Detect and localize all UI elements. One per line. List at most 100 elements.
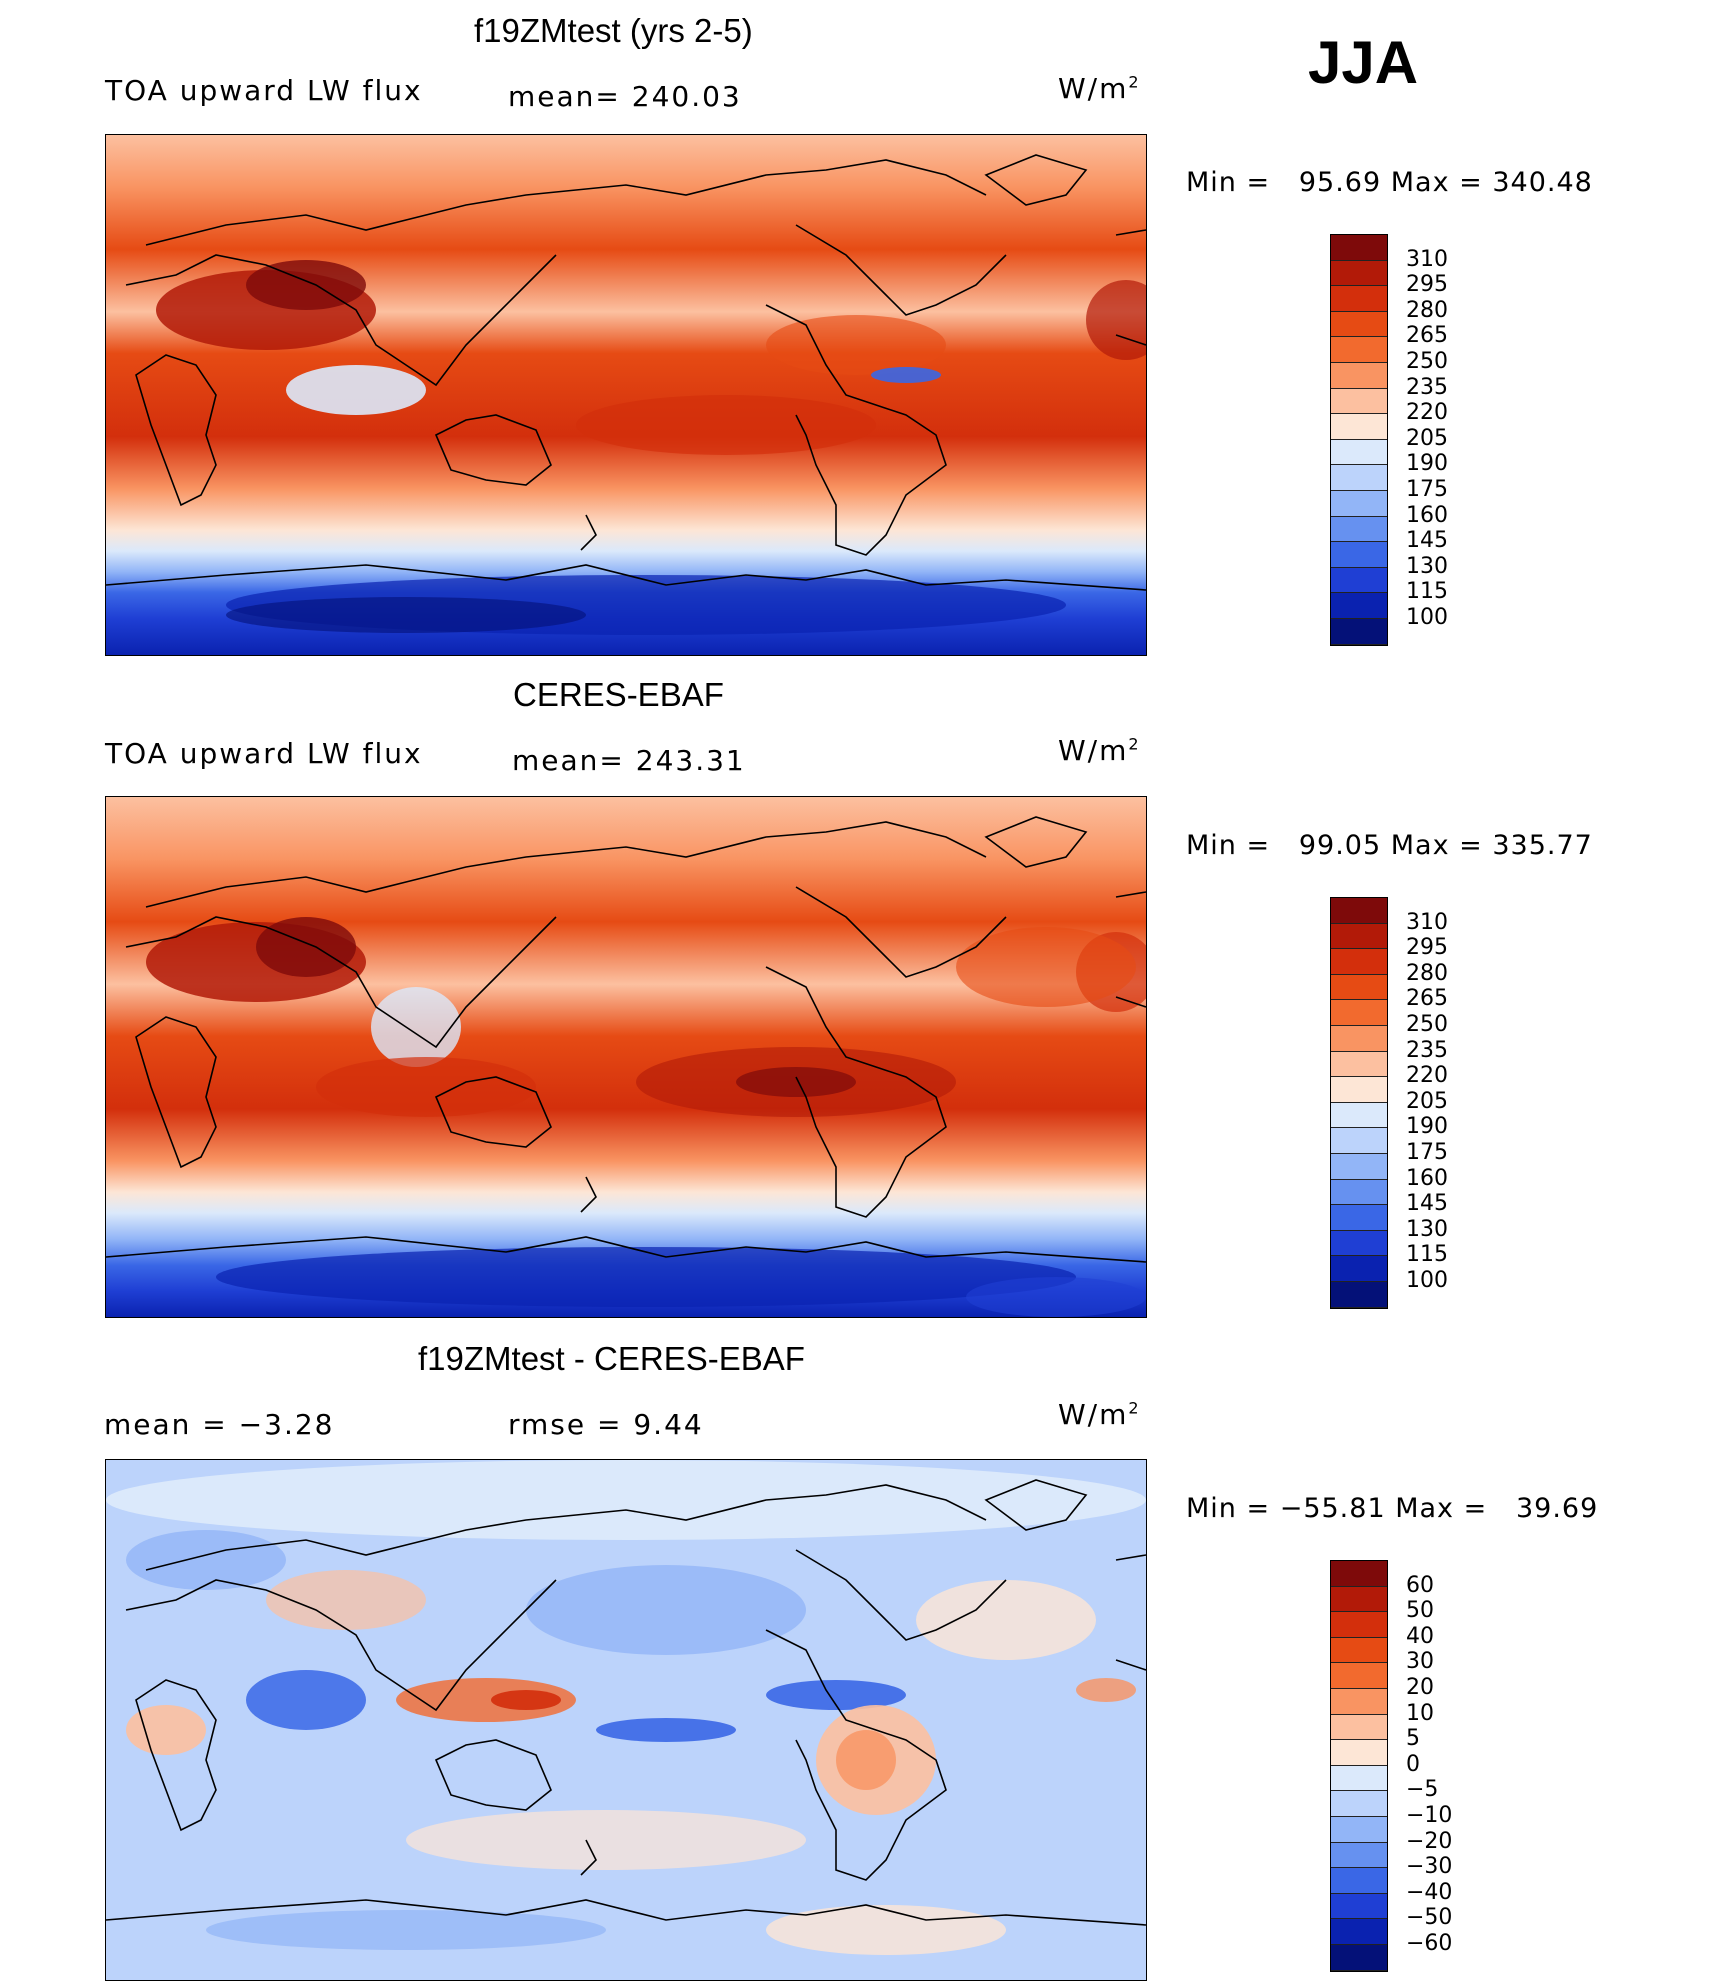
colorbar-3-segment (1331, 1893, 1387, 1920)
colorbar-1-tick-label: 145 (1406, 528, 1448, 554)
colorbar-3-tick-label: −40 (1406, 1879, 1453, 1905)
colorbar-3-segment (1331, 1765, 1387, 1792)
colorbar-2-tick-label: 235 (1406, 1037, 1448, 1063)
colorbar-2-tick-label: 175 (1406, 1140, 1448, 1165)
colorbar-1-segment (1331, 362, 1387, 389)
colorbar-3-tick-label: 30 (1406, 1649, 1434, 1675)
panel-1-mean-label: mean= 240.03 (508, 80, 742, 113)
panel-1-title: f19ZMtest (yrs 2-5) (474, 12, 753, 49)
panel-3-mean-label: mean = −3.28 (104, 1408, 335, 1441)
panel-1-colorbar (1330, 234, 1388, 646)
panel-2-colorbar (1330, 897, 1388, 1309)
panel-1-map (105, 134, 1147, 656)
colorbar-3-tick-label: −10 (1406, 1803, 1453, 1828)
colorbar-2-tick-label: 160 (1406, 1165, 1448, 1191)
panel-3-map (105, 1459, 1147, 1981)
colorbar-1-tick-label: 310 (1406, 246, 1448, 272)
colorbar-1-segment (1331, 618, 1387, 645)
colorbar-2-segment (1331, 974, 1387, 1001)
colorbar-3-segment (1331, 1842, 1387, 1869)
colorbar-1-tick-label: 280 (1406, 297, 1448, 323)
panel-3-colorbar (1330, 1560, 1388, 1972)
colorbar-2-tick-label: 250 (1406, 1012, 1448, 1037)
panel-2-field (106, 797, 1146, 1317)
colorbar-2-segment (1331, 1051, 1387, 1078)
panel-3-title: f19ZMtest - CERES-EBAF (418, 1340, 805, 1377)
panel-1-field (106, 135, 1146, 655)
colorbar-2-segment (1331, 949, 1387, 975)
colorbar-3-tick-label: −50 (1406, 1905, 1453, 1931)
colorbar-2-tick-label: 310 (1406, 909, 1448, 935)
colorbar-2-segment (1331, 1025, 1387, 1052)
colorbar-2-segment (1331, 1000, 1387, 1026)
colorbar-3-tick-label: −5 (1406, 1777, 1439, 1803)
colorbar-1-segment (1331, 337, 1387, 363)
colorbar-3-tick-label: 20 (1406, 1675, 1434, 1700)
colorbar-2-tick-label: 115 (1406, 1242, 1448, 1268)
colorbar-1-segment (1331, 567, 1387, 594)
colorbar-3-segment (1331, 1791, 1387, 1817)
colorbar-3-segment (1331, 1561, 1387, 1587)
colorbar-1-segment (1331, 388, 1387, 415)
colorbar-3-segment (1331, 1714, 1387, 1741)
colorbar-3-tick-label: 10 (1406, 1700, 1434, 1726)
colorbar-3-tick-label: 50 (1406, 1598, 1434, 1624)
colorbar-3-tick-label: −60 (1406, 1931, 1453, 1956)
colorbar-1-segment (1331, 286, 1387, 312)
colorbar-1-tick-label: 250 (1406, 349, 1448, 374)
colorbar-3-segment (1331, 1612, 1387, 1638)
panel-2-minmax: Min = 99.05 Max = 335.77 (1186, 830, 1593, 861)
panel-1-units: W/m2 (1058, 72, 1141, 105)
colorbar-1-tick-label: 235 (1406, 374, 1448, 400)
colorbar-1-tick-label: 130 (1406, 553, 1448, 579)
colorbar-3-tick-label: 60 (1406, 1572, 1434, 1598)
colorbar-2-tick-label: 100 (1406, 1268, 1448, 1293)
colorbar-2-tick-label: 190 (1406, 1114, 1448, 1140)
panel-2-mean-label: mean= 243.31 (512, 744, 746, 777)
colorbar-2-tick-label: 265 (1406, 986, 1448, 1012)
panel-2-map (105, 796, 1147, 1318)
colorbar-2-tick-label: 295 (1406, 935, 1448, 961)
panel-1-minmax: Min = 95.69 Max = 340.48 (1186, 167, 1593, 198)
colorbar-1-tick-label: 175 (1406, 477, 1448, 502)
colorbar-1-segment (1331, 235, 1387, 261)
colorbar-2-segment (1331, 1128, 1387, 1154)
colorbar-3-segment (1331, 1688, 1387, 1715)
colorbar-3-tick-label: −20 (1406, 1828, 1453, 1854)
panel-2-title: CERES-EBAF (513, 676, 724, 713)
colorbar-3-segment (1331, 1740, 1387, 1766)
colorbar-1-tick-label: 190 (1406, 451, 1448, 477)
panel-3-field (106, 1460, 1146, 1980)
colorbar-2-segment (1331, 1205, 1387, 1231)
colorbar-2-segment (1331, 1102, 1387, 1129)
season-label: JJA (1308, 29, 1419, 96)
colorbar-2-tick-label: 205 (1406, 1088, 1448, 1114)
colorbar-2-segment (1331, 1179, 1387, 1206)
colorbar-2-segment (1331, 1153, 1387, 1180)
colorbar-2-tick-label: 280 (1406, 960, 1448, 986)
colorbar-1-tick-label: 115 (1406, 579, 1448, 605)
colorbar-1-segment (1331, 465, 1387, 491)
panel-1-variable-label: TOA upward LW flux (105, 74, 423, 107)
colorbar-2-tick-label: 220 (1406, 1063, 1448, 1089)
colorbar-2-segment (1331, 1256, 1387, 1282)
colorbar-3-segment (1331, 1816, 1387, 1843)
colorbar-3-tick-label: 0 (1406, 1751, 1420, 1777)
panel-2-variable-label: TOA upward LW flux (105, 737, 423, 770)
colorbar-2-segment (1331, 923, 1387, 950)
colorbar-3-tick-label: −30 (1406, 1854, 1453, 1880)
colorbar-1-tick-label: 295 (1406, 272, 1448, 298)
colorbar-1-segment (1331, 516, 1387, 543)
panel-2-units: W/m2 (1058, 734, 1141, 767)
colorbar-2-tick-label: 130 (1406, 1216, 1448, 1242)
colorbar-3-segment (1331, 1663, 1387, 1689)
colorbar-1-segment (1331, 439, 1387, 466)
panel-3-units: W/m2 (1058, 1398, 1141, 1431)
colorbar-2-segment (1331, 1230, 1387, 1257)
colorbar-1-segment (1331, 311, 1387, 338)
colorbar-1-segment (1331, 593, 1387, 619)
colorbar-3-tick-label: 5 (1406, 1726, 1420, 1752)
colorbar-1-segment (1331, 490, 1387, 517)
colorbar-3-tick-label: 40 (1406, 1623, 1434, 1649)
colorbar-3-segment (1331, 1919, 1387, 1945)
